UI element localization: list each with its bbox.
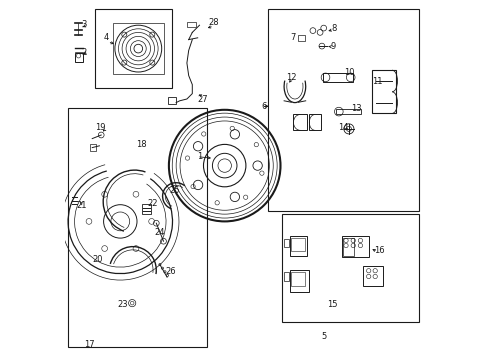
Bar (68, 108, 206, 347)
Text: 17: 17 (83, 340, 94, 349)
Text: 20: 20 (92, 255, 102, 264)
Text: 5: 5 (321, 332, 325, 341)
Text: 4: 4 (103, 33, 108, 42)
Text: 26: 26 (165, 267, 176, 276)
Bar (95, 9, 172, 88)
Bar (113, 23, 163, 74)
Text: 1: 1 (197, 152, 202, 161)
Text: 2: 2 (81, 48, 86, 57)
Bar (75, 53, 82, 62)
Bar (291, 238, 305, 251)
Text: 25: 25 (169, 186, 179, 195)
Text: 9: 9 (329, 42, 335, 51)
Bar (142, 204, 151, 214)
Bar (282, 214, 418, 322)
Bar (309, 114, 320, 130)
Text: 6: 6 (261, 102, 266, 111)
Bar (363, 266, 382, 286)
Text: 13: 13 (350, 104, 361, 113)
Bar (291, 272, 305, 286)
Text: 3: 3 (81, 20, 86, 29)
Bar (167, 97, 175, 104)
Text: 12: 12 (285, 73, 296, 82)
Text: 10: 10 (343, 68, 353, 77)
Text: 27: 27 (197, 95, 208, 104)
Text: 19: 19 (95, 123, 105, 132)
Text: 14: 14 (338, 123, 348, 132)
Bar (284, 239, 289, 247)
Bar (297, 35, 305, 41)
Bar (289, 236, 306, 256)
Text: 11: 11 (372, 77, 382, 86)
Text: 8: 8 (331, 24, 337, 33)
Text: 24: 24 (154, 228, 165, 237)
Bar (341, 236, 368, 257)
Bar (90, 144, 96, 151)
Text: 21: 21 (77, 201, 87, 210)
Bar (336, 109, 361, 114)
Bar (284, 272, 289, 281)
Bar (267, 9, 418, 211)
Text: 22: 22 (147, 199, 158, 208)
Bar (293, 114, 306, 130)
Text: 15: 15 (327, 300, 337, 309)
Bar (371, 70, 395, 113)
Bar (186, 22, 196, 27)
Text: 16: 16 (373, 246, 384, 255)
Bar (343, 238, 353, 256)
Text: 23: 23 (118, 300, 128, 309)
Text: 28: 28 (208, 18, 219, 27)
Text: 7: 7 (290, 33, 295, 42)
Bar (289, 270, 309, 292)
Bar (322, 73, 352, 82)
Text: 18: 18 (136, 140, 147, 149)
Circle shape (134, 44, 142, 53)
